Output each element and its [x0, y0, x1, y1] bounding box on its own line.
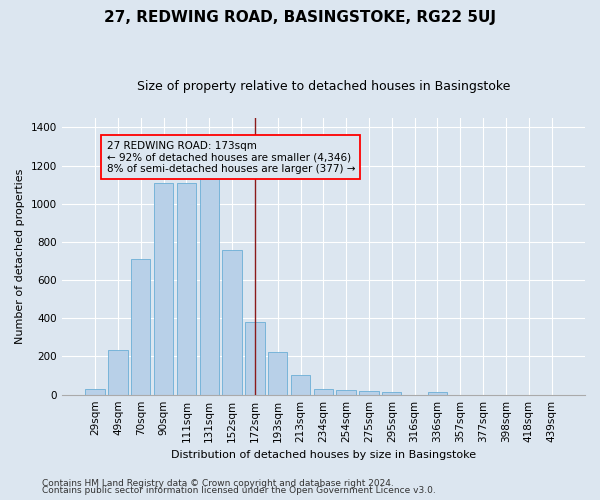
Bar — [131, 259, 151, 394]
Bar — [245, 322, 265, 394]
Y-axis label: Number of detached properties: Number of detached properties — [15, 168, 25, 344]
Text: 27 REDWING ROAD: 173sqm
← 92% of detached houses are smaller (4,346)
8% of semi-: 27 REDWING ROAD: 173sqm ← 92% of detache… — [107, 140, 355, 174]
Bar — [154, 182, 173, 394]
Bar — [314, 389, 333, 394]
Bar — [382, 392, 401, 394]
Text: Contains public sector information licensed under the Open Government Licence v3: Contains public sector information licen… — [42, 486, 436, 495]
Text: 27, REDWING ROAD, BASINGSTOKE, RG22 5UJ: 27, REDWING ROAD, BASINGSTOKE, RG22 5UJ — [104, 10, 496, 25]
Bar — [359, 391, 379, 394]
Bar — [428, 392, 447, 394]
Bar — [291, 374, 310, 394]
Bar — [177, 182, 196, 394]
Title: Size of property relative to detached houses in Basingstoke: Size of property relative to detached ho… — [137, 80, 510, 93]
Bar — [337, 390, 356, 394]
Bar — [268, 352, 287, 395]
Bar — [108, 350, 128, 395]
Text: Contains HM Land Registry data © Crown copyright and database right 2024.: Contains HM Land Registry data © Crown c… — [42, 478, 394, 488]
X-axis label: Distribution of detached houses by size in Basingstoke: Distribution of detached houses by size … — [171, 450, 476, 460]
Bar — [85, 389, 105, 394]
Bar — [200, 179, 219, 394]
Bar — [223, 250, 242, 394]
